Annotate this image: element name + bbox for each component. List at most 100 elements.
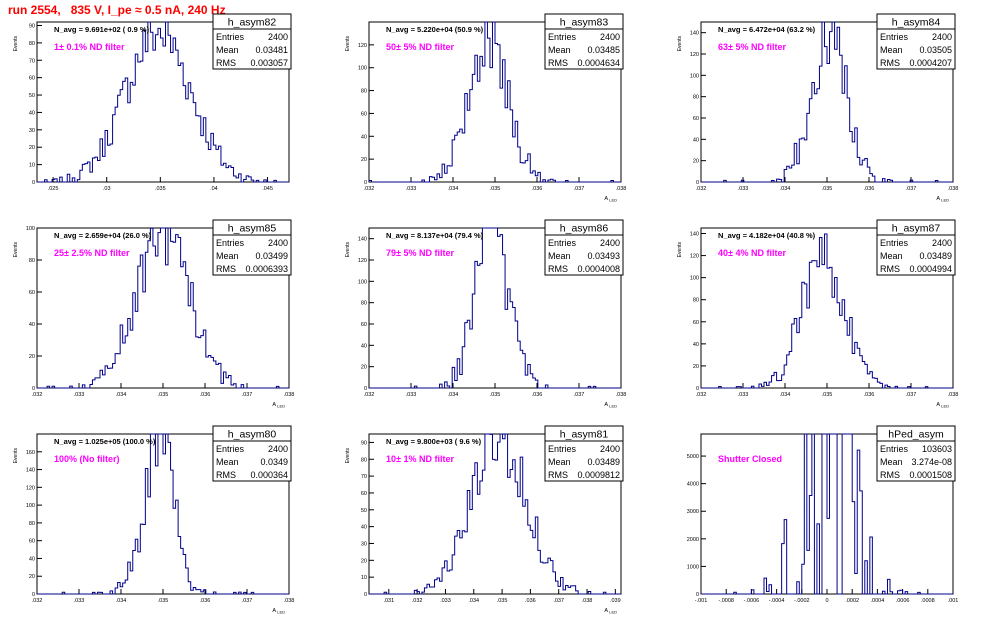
x-tick-label: .037 <box>906 392 917 398</box>
x-tick-label: -.0002 <box>794 598 810 604</box>
stats-label: Entries <box>548 238 577 248</box>
y-tick-label: 10 <box>29 163 35 169</box>
y-tick-label: 2000 <box>687 537 699 543</box>
y-axis-label: Events <box>345 448 351 464</box>
y-tick-label: 70 <box>361 474 367 480</box>
stats-value: 0.0006393 <box>245 264 288 274</box>
stats-value: 0.03481 <box>255 45 288 55</box>
x-tick-label: .036 <box>864 186 875 192</box>
x-tick-label: .033 <box>440 598 451 604</box>
stats-label: RMS <box>880 264 900 274</box>
stats-label: Mean <box>548 457 571 467</box>
y-tick-label: 100 <box>358 66 367 72</box>
histogram-h_asym83: .032 .033 .034 .035 .036 .037 .038 0 20 40 60 80 100… <box>345 13 626 203</box>
y-axis-label: Events <box>345 36 351 52</box>
stats-label: RMS <box>880 58 900 68</box>
x-tick-label: .033 <box>406 392 417 398</box>
x-axis-label: A LED <box>936 402 949 409</box>
histogram-name: h_asym82 <box>228 17 277 29</box>
x-tick-label: .033 <box>74 598 85 604</box>
y-tick-label: 40 <box>29 556 35 562</box>
y-tick-label: 10 <box>361 575 367 581</box>
x-tick-label: -.0004 <box>769 598 785 604</box>
x-tick-label: .035 <box>158 598 169 604</box>
histogram-name: h_asym80 <box>228 429 277 441</box>
y-axis-label: Events <box>677 36 683 52</box>
stats-label: Entries <box>880 238 909 248</box>
x-tick-label: .03 <box>103 186 111 192</box>
stats-label: RMS <box>548 470 568 480</box>
x-tick-label: .034 <box>468 598 479 604</box>
stats-label: Entries <box>216 444 245 454</box>
x-tick-label: .037 <box>242 598 253 604</box>
x-tick-label: .037 <box>574 186 585 192</box>
stats-label: Mean <box>548 45 571 55</box>
y-tick-label: 60 <box>29 290 35 296</box>
y-tick-label: 50 <box>361 508 367 514</box>
histogram-line <box>37 227 289 389</box>
x-tick-label: .032 <box>32 392 43 398</box>
x-tick-label: .037 <box>906 186 917 192</box>
y-tick-label: 140 <box>690 232 699 238</box>
y-tick-label: 50 <box>29 93 35 99</box>
x-tick-label: -.0008 <box>718 598 734 604</box>
x-tick-label: .037 <box>574 392 585 398</box>
y-axis-label: Events <box>13 242 19 258</box>
stats-value: 0.03499 <box>255 251 288 261</box>
y-tick-label: 90 <box>29 23 35 29</box>
n-avg-label: N_avg = 9.691e+02 ( 0.9 %) <box>54 25 150 34</box>
x-tick-label: .034 <box>116 598 127 604</box>
x-tick-label: .036 <box>864 392 875 398</box>
stats-label: Mean <box>216 251 239 261</box>
y-tick-label: 100 <box>690 73 699 79</box>
histogram-name: h_asym81 <box>560 429 609 441</box>
x-tick-label: .032 <box>696 186 707 192</box>
x-axis-label: A LED <box>272 608 285 615</box>
stats-value: 0.0004207 <box>909 58 952 68</box>
x-tick-label: .032 <box>364 186 375 192</box>
y-tick-label: 140 <box>358 237 367 243</box>
filter-annotation: 1± 0.1% ND filter <box>54 42 125 52</box>
stats-value: 0.03485 <box>587 45 620 55</box>
x-tick-label: .0004 <box>871 598 885 604</box>
y-tick-label: 100 <box>690 276 699 282</box>
n-avg-label: N_avg = 6.472e+04 (63.2 %) <box>718 25 816 34</box>
y-tick-label: 40 <box>361 134 367 140</box>
stats-value: 0.0004008 <box>577 264 620 274</box>
x-tick-label: .038 <box>616 392 627 398</box>
stats-value: 0.0004994 <box>909 264 952 274</box>
y-tick-label: 0 <box>364 180 367 186</box>
x-tick-label: .032 <box>412 598 423 604</box>
x-tick-label: -.0006 <box>744 598 760 604</box>
x-tick-label: .035 <box>497 598 508 604</box>
y-tick-label: 30 <box>29 128 35 134</box>
stats-value: 2400 <box>932 238 952 248</box>
y-tick-label: 140 <box>26 468 35 474</box>
stats-value: 0.03505 <box>919 45 952 55</box>
y-tick-label: 80 <box>29 258 35 264</box>
y-tick-label: 100 <box>26 503 35 509</box>
stats-box <box>212 13 292 70</box>
y-tick-label: 20 <box>361 365 367 371</box>
x-tick-label: .033 <box>406 186 417 192</box>
y-tick-label: 120 <box>690 254 699 260</box>
y-tick-label: 90 <box>361 440 367 446</box>
x-axis-label: A LED <box>604 402 617 409</box>
stats-label: RMS <box>548 264 568 274</box>
y-tick-label: 80 <box>361 301 367 307</box>
stats-label: Mean <box>548 251 571 261</box>
stats-value: 0.003057 <box>250 58 288 68</box>
stats-value: 0.0004634 <box>577 58 620 68</box>
histogram-name: h_asym86 <box>560 223 609 235</box>
y-tick-label: 0 <box>364 386 367 392</box>
stats-label: RMS <box>880 470 900 480</box>
stats-label: Entries <box>880 444 909 454</box>
x-tick-label: .038 <box>948 392 959 398</box>
x-tick-label: .032 <box>696 392 707 398</box>
y-tick-label: 20 <box>361 558 367 564</box>
y-tick-label: 120 <box>26 485 35 491</box>
y-tick-label: 80 <box>361 457 367 463</box>
histogram-line <box>369 21 621 183</box>
y-tick-label: 0 <box>364 592 367 598</box>
